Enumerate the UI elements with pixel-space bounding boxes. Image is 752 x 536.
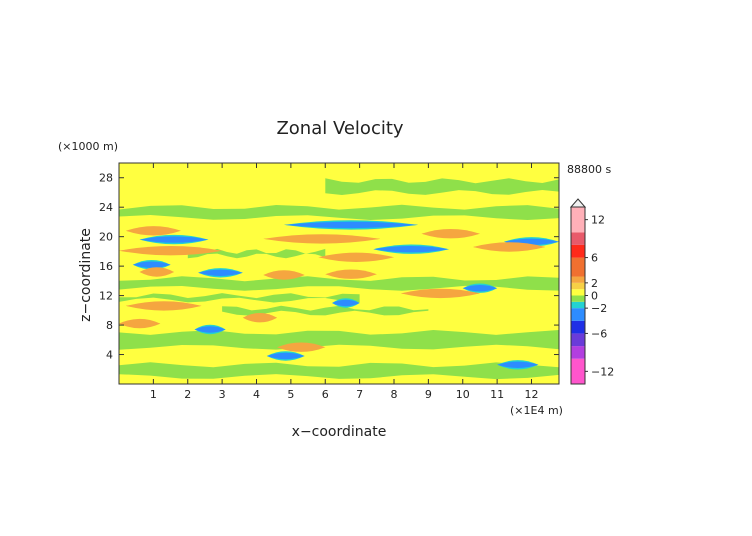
colorbar-label: 6 [591, 252, 598, 265]
negative-zone [119, 330, 559, 350]
negative-band [462, 285, 498, 292]
x-axis-label: x−coordinate [292, 424, 387, 440]
x-tick-label: 2 [184, 388, 191, 401]
y-tick-label: 20 [99, 231, 113, 244]
negative-zone [119, 204, 559, 220]
colorbar-arrow [569, 198, 587, 208]
colorbar-segment [571, 333, 585, 347]
colorbar-segment [571, 308, 585, 321]
y-tick-label: 4 [106, 349, 113, 362]
colorbar-label: −12 [591, 365, 614, 378]
negative-zone [187, 248, 326, 259]
y-axis-label: z−coordinate [78, 228, 94, 322]
positive-band [400, 290, 480, 297]
x-tick-label: 1 [150, 388, 157, 401]
negative-band [139, 236, 209, 243]
positive-band [421, 230, 480, 237]
colorbar-segment [571, 301, 585, 309]
negative-zone [119, 293, 360, 303]
x-tick-label: 10 [456, 388, 470, 401]
x-tick-label: 8 [391, 388, 398, 401]
colorbar-segment [571, 320, 585, 334]
plot-frame [118, 162, 560, 385]
colorbar-segment [571, 244, 585, 258]
colorbar-segment [571, 207, 585, 233]
colorbar-label: 0 [591, 290, 598, 303]
negative-zone [222, 305, 429, 316]
y-tick-label: 28 [99, 172, 113, 185]
positive-band [119, 247, 223, 254]
negative-band [497, 361, 539, 368]
x-tick-label: 4 [253, 388, 260, 401]
field-layer [119, 163, 559, 384]
positive-band [125, 302, 202, 310]
time-label: 88800 s [567, 163, 611, 176]
x-tick-label: 7 [356, 388, 363, 401]
positive-band [263, 235, 381, 243]
x-tick-label: 12 [525, 388, 539, 401]
negative-band [194, 326, 226, 333]
colorbar-segment [571, 346, 585, 359]
colorbar: 12 6 20−2 −6 −12 [569, 198, 614, 385]
chart-title: Zonal Velocity [276, 118, 403, 139]
x-tick-label: 5 [287, 388, 294, 401]
colorbar-segment [571, 289, 585, 296]
negative-zone [119, 276, 559, 291]
positive-band [119, 320, 161, 327]
y-tick-label: 8 [106, 319, 113, 332]
negative-band [332, 299, 360, 307]
colorbar-label: −2 [591, 302, 607, 315]
y-tick-label: 12 [99, 290, 113, 303]
colorbar-segment [571, 232, 585, 245]
x-tick-label: 11 [490, 388, 504, 401]
colorbar-segment [571, 358, 585, 384]
colorbar-label: −6 [591, 327, 607, 340]
negative-band [373, 246, 449, 253]
y-unit-label: (×1000 m) [58, 140, 118, 153]
positive-band [325, 271, 377, 278]
plot-area [119, 163, 559, 384]
negative-band [132, 261, 171, 268]
colorbar-segment [571, 276, 585, 283]
x-unit-label: (×1E4 m) [510, 404, 563, 417]
colorbar-label: 12 [591, 214, 605, 227]
positive-band [125, 227, 181, 234]
x-tick-label: 6 [322, 388, 329, 401]
x-tick-label: 9 [425, 388, 432, 401]
positive-band [318, 254, 394, 261]
colorbar-segment [571, 295, 585, 302]
positive-band [473, 243, 546, 251]
y-tick-label: 24 [99, 201, 113, 214]
positive-band [139, 268, 174, 276]
colorbar-segment [571, 257, 585, 277]
negative-zone [325, 178, 559, 195]
negative-band [284, 221, 419, 229]
positive-band [242, 314, 278, 321]
y-tick-label: 16 [99, 260, 113, 273]
positive-band [263, 271, 305, 279]
negative-zone [119, 362, 559, 380]
negative-band [266, 352, 305, 360]
positive-band [277, 344, 326, 351]
negative-band [198, 269, 243, 276]
colorbar-label: 2 [591, 277, 598, 290]
x-tick-label: 3 [219, 388, 226, 401]
colorbar-segment [571, 282, 585, 290]
